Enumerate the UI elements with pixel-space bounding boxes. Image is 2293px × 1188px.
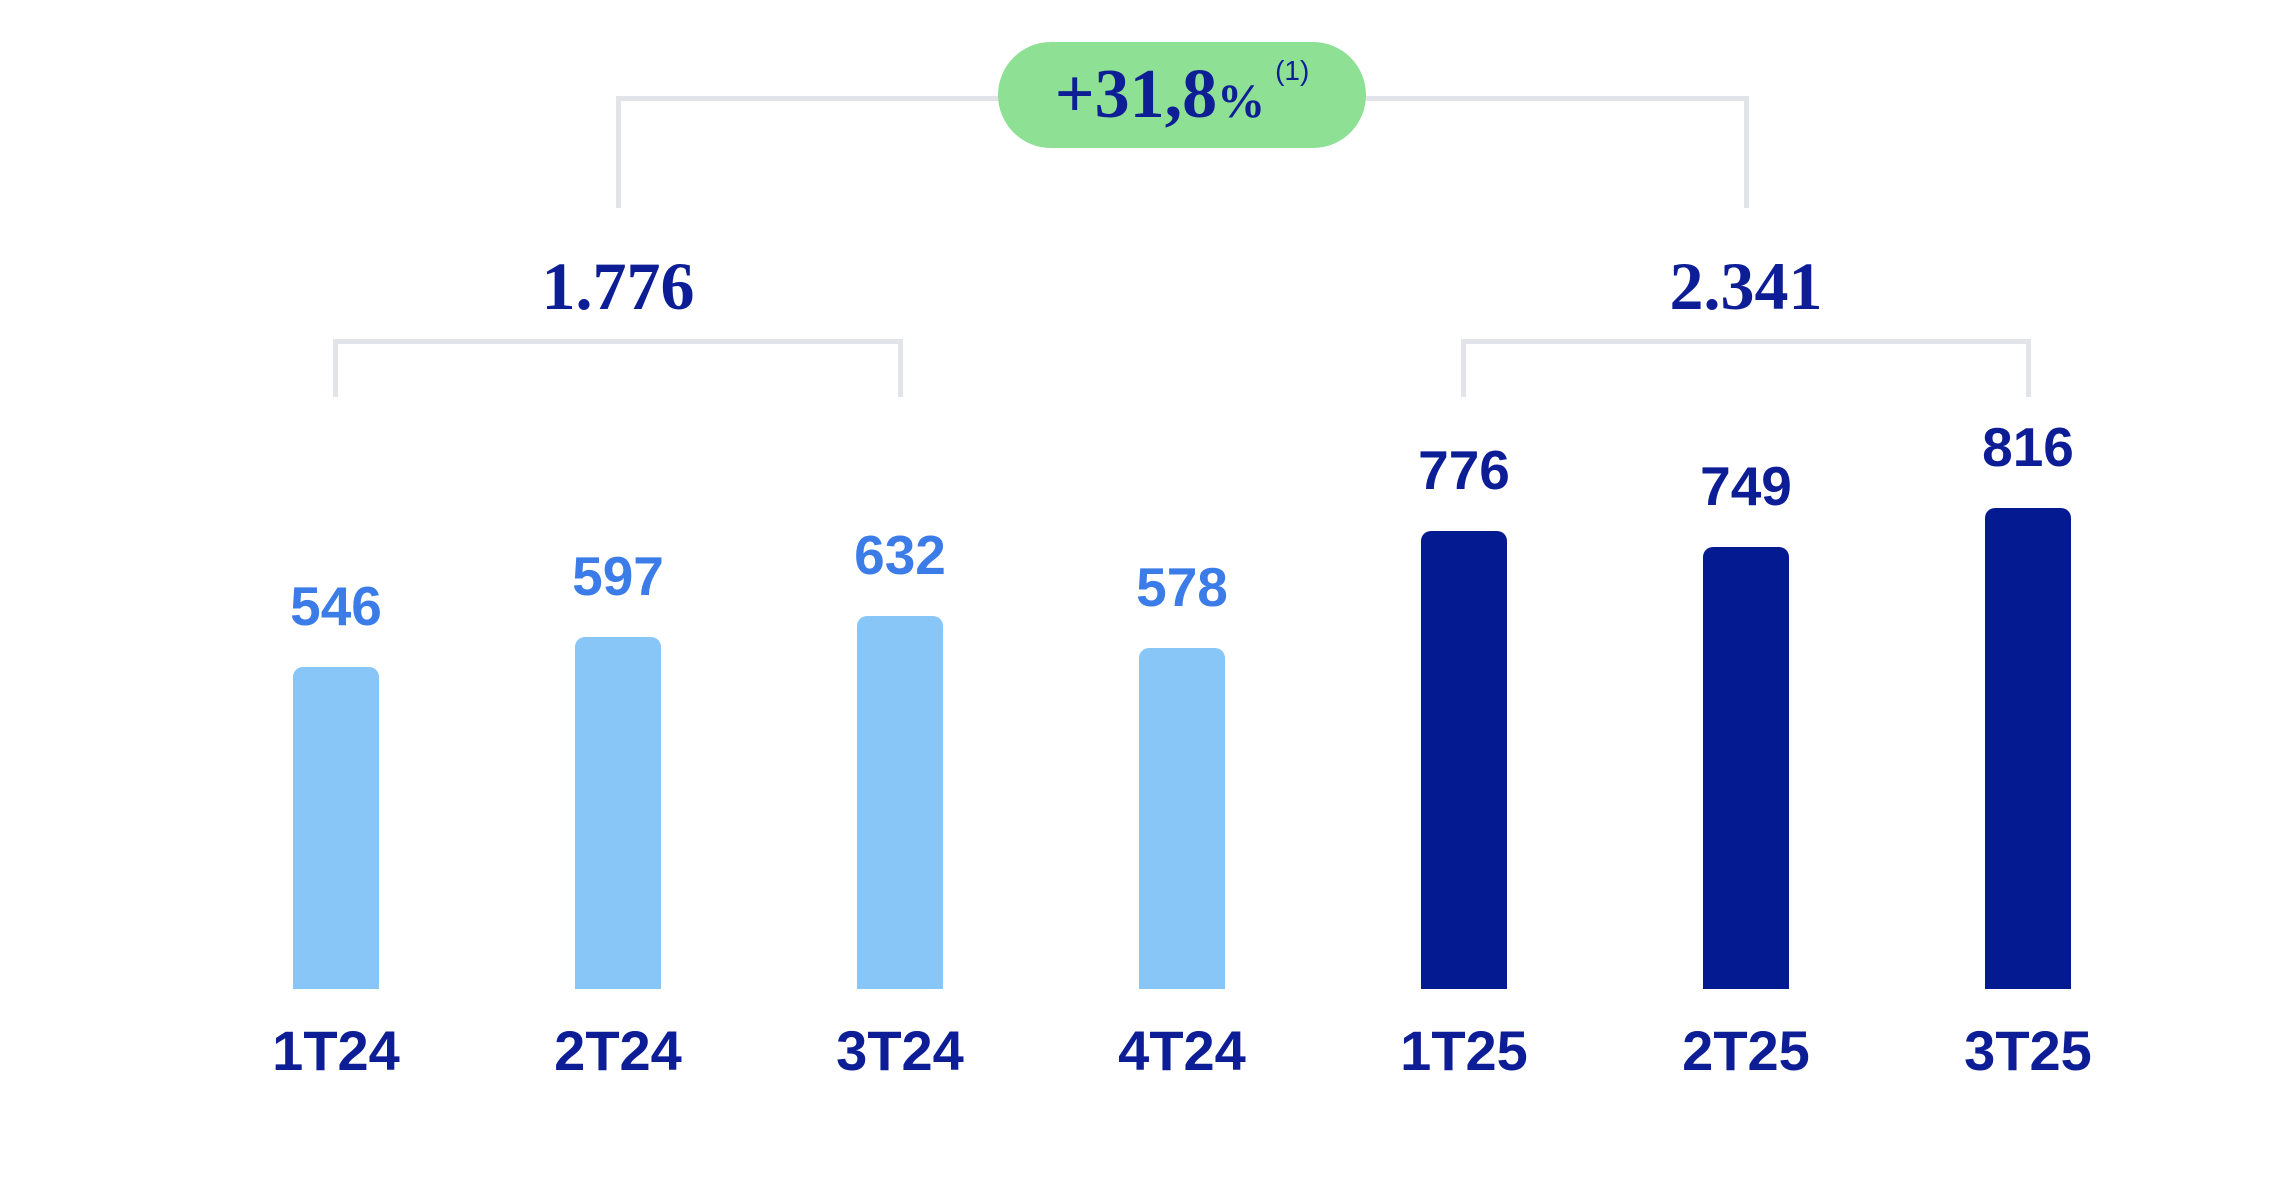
x-axis-label-3t25: 3T25 (1964, 1019, 2092, 1082)
connector-line-right-drop (1744, 96, 1749, 208)
x-axis-label-4t24: 4T24 (1118, 1019, 1246, 1082)
x-axis-label-2t25: 2T25 (1682, 1019, 1810, 1082)
bar-value-label-2t25: 749 (1700, 455, 1792, 517)
growth-value: +31,8% (1054, 56, 1266, 133)
bar-value-label-3t25: 816 (1982, 416, 2074, 478)
bar-2t24 (575, 637, 661, 989)
bar-value-label-1t24: 546 (290, 575, 382, 637)
x-axis-label-3t24: 3T24 (836, 1019, 964, 1082)
growth-badge: +31,8% (1) (998, 42, 1366, 148)
bar-1t25 (1421, 531, 1507, 989)
connector-line-left-drop (616, 96, 621, 208)
group-total-label: 1.776 (541, 248, 695, 324)
bar-value-label-4t24: 578 (1136, 556, 1228, 618)
bar-value-label-3t24: 632 (854, 524, 946, 586)
bracket-1t25-3t25 (1461, 339, 2031, 397)
bracket-1t24-3t24 (333, 339, 903, 397)
bar-value-label-1t25: 776 (1418, 439, 1510, 501)
group-total-label: 2.341 (1669, 248, 1823, 324)
footnote-marker: (1) (1275, 55, 1310, 86)
x-axis-label-1t25: 1T25 (1400, 1019, 1528, 1082)
bar-value-label-2t24: 597 (572, 545, 664, 607)
percent-sign: % (1217, 75, 1266, 128)
bar-3t24 (857, 616, 943, 989)
bar-2t25 (1703, 547, 1789, 989)
bar-4t24 (1139, 648, 1225, 989)
bar-3t25 (1985, 508, 2071, 989)
bar-1t24 (293, 667, 379, 989)
x-axis-label-1t24: 1T24 (272, 1019, 400, 1082)
x-axis-label-2t24: 2T24 (554, 1019, 682, 1082)
